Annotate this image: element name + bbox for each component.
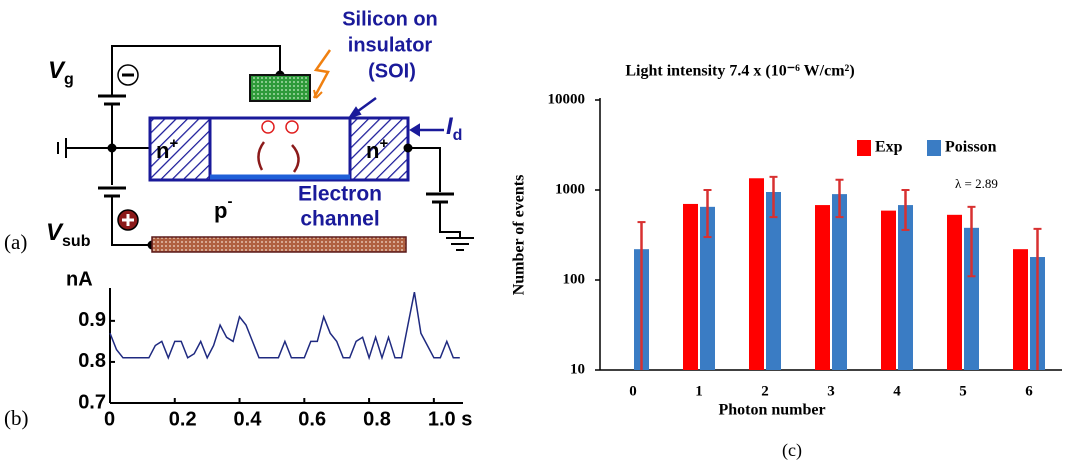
- x-tick-label: 3: [827, 383, 835, 399]
- x-tick-label: 0.2: [169, 408, 197, 430]
- y-tick-label: 0.7: [78, 391, 106, 413]
- x-tick-label: 4: [893, 383, 901, 399]
- y-axis-label: Number of events: [511, 175, 528, 296]
- x-tick-label: 0.6: [298, 408, 326, 430]
- annotation: λ = 2.89: [955, 176, 998, 191]
- legend-label: Exp: [875, 139, 903, 156]
- y-tick-label: 10000: [548, 91, 586, 107]
- x-tick-label: 0: [104, 408, 115, 430]
- substrate-voltage: Vsub: [46, 219, 91, 250]
- drain-current: Id: [446, 113, 462, 144]
- panel-label: (c): [782, 440, 802, 461]
- subscript: g: [64, 71, 74, 88]
- current-arrow: [411, 125, 419, 135]
- y-tick-label: 0.9: [78, 309, 106, 331]
- x-tick-label: 0: [629, 383, 637, 399]
- x-axis-label: Photon number: [718, 402, 825, 419]
- x-tick-label: 2: [761, 383, 769, 399]
- y-tick-label: 1000: [555, 181, 585, 197]
- gate: [250, 75, 310, 101]
- legend-swatch: [857, 140, 871, 156]
- substrate: [152, 237, 406, 252]
- x-tick-label: 5: [959, 383, 967, 399]
- x-tick-label: 0.8: [363, 408, 391, 430]
- y-tick-label: 100: [563, 271, 586, 287]
- trace-panel: 0.7 0.8 0.9 0 0.2 0.4 0.6 0.8 1.0 s nA (b): [4, 268, 472, 430]
- bar: [832, 194, 847, 370]
- panel-label: (a): [4, 230, 27, 254]
- current-trace: [110, 292, 460, 358]
- light: [314, 50, 330, 98]
- soi-label: Silicon on: [342, 8, 438, 30]
- bar-panel: Light intensity 7.4 x (10⁻⁶ W/cm²)101001…: [511, 63, 1062, 461]
- x-tick-label: 1.0 s: [428, 408, 472, 430]
- figure: Silicon on insulator (SOI) Vg Vsub Id n+…: [0, 0, 1066, 469]
- bar: [1013, 249, 1028, 370]
- text: p: [214, 198, 227, 223]
- bar: [766, 192, 781, 370]
- legend-swatch: [927, 140, 941, 156]
- channel-label: channel: [300, 208, 379, 231]
- bar: [881, 211, 896, 370]
- chart-title: Light intensity 7.4 x (10⁻⁶ W/cm²): [625, 63, 854, 80]
- y-tick-label: 10: [570, 361, 585, 377]
- gate-voltage: Vg: [48, 57, 74, 88]
- bar: [683, 204, 698, 370]
- node: [109, 145, 116, 152]
- subscript: sub: [62, 233, 91, 250]
- wire: [440, 202, 460, 238]
- node: [405, 145, 412, 152]
- bar: [947, 215, 962, 370]
- sup: +: [379, 135, 388, 152]
- x-tick-label: 0.4: [234, 408, 263, 430]
- y-tick-label: 0.8: [78, 350, 106, 372]
- channel-label: Electron: [298, 183, 382, 206]
- wire: [408, 148, 440, 192]
- text: n: [366, 138, 379, 163]
- bar: [749, 178, 764, 370]
- soi-label: (SOI): [368, 60, 416, 82]
- text: n: [156, 138, 169, 163]
- sup: -: [227, 193, 232, 210]
- panel-label: (b): [4, 406, 29, 430]
- ground: [446, 238, 474, 250]
- sup: +: [169, 135, 178, 152]
- subscript: d: [453, 127, 463, 144]
- bar: [815, 205, 830, 370]
- body-label: p-: [214, 193, 232, 223]
- y-axis-label: nA: [66, 268, 93, 290]
- x-tick-label: 1: [695, 383, 703, 399]
- soi-label: insulator: [348, 34, 433, 56]
- legend-label: Poisson: [945, 139, 997, 156]
- x-tick-label: 6: [1025, 383, 1033, 399]
